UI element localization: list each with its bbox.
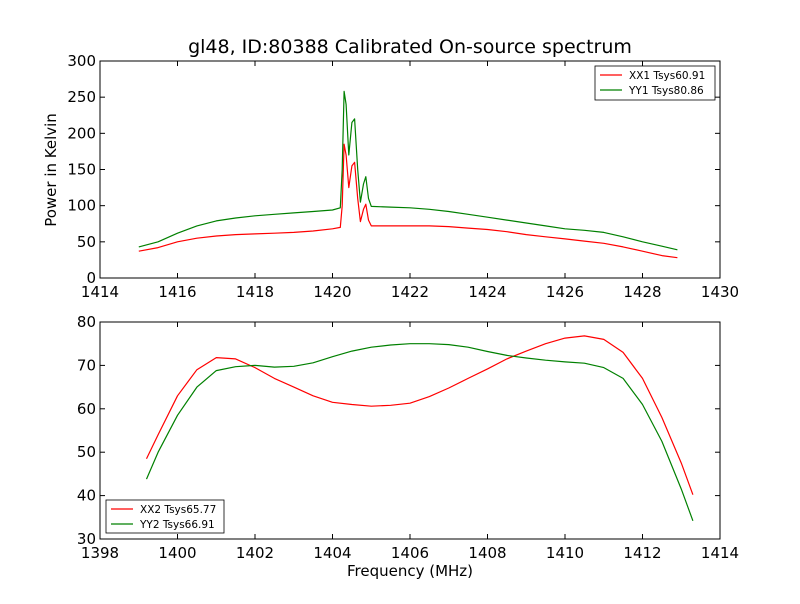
bottom-y-tick-label: 80 (77, 313, 96, 331)
top-plot-frame (99, 60, 721, 279)
top-legend-box (594, 65, 716, 101)
bottom-axis-ticks: 1398 1400 1402 1404 1406 1408 1410 1412 1414 30 40… (77, 313, 739, 562)
legend-label-xx1: XX1 Tsys60.91 (629, 70, 705, 82)
bottom-y-tick-label: 40 (77, 487, 96, 505)
top-x-tick-label: 1428 (623, 283, 661, 301)
top-axis-ticks: 1414 1416 1418 1420 1422 1424 1426 1428 1430 0 50 1… (67, 52, 739, 301)
bottom-series-lines (145, 335, 694, 522)
top-x-tick-label: 1414 (81, 283, 119, 301)
bottom-x-tick-label: 1410 (546, 544, 584, 562)
bottom-y-tick-label: 50 (77, 443, 96, 461)
bottom-plot-frame (99, 321, 721, 540)
chart-title: gl48, ID:80388 Calibrated On-source spec… (188, 36, 632, 58)
top-panel: 1414 1416 1418 1420 1422 1424 1426 1428 1430 0 50 1… (42, 52, 739, 301)
top-y-axis-label: Power in Kelvin (42, 113, 60, 227)
top-x-tick-label: 1420 (313, 283, 351, 301)
top-y-tick-label: 200 (67, 124, 96, 142)
bottom-legend: XX2 Tsys65.77 YY2 Tsys66.91 (105, 499, 225, 534)
top-x-tick-label: 1430 (701, 283, 739, 301)
bottom-y-tick-label: 60 (77, 400, 96, 418)
bottom-x-tick-label: 1398 (81, 544, 119, 562)
top-x-tick-label: 1416 (158, 283, 196, 301)
top-x-tick-label: 1426 (546, 283, 584, 301)
bottom-x-tick-label: 1414 (701, 544, 739, 562)
top-series-lines (138, 90, 678, 259)
bottom-x-tick-label: 1408 (468, 544, 506, 562)
bottom-x-tick-label: 1406 (391, 544, 429, 562)
bottom-panel: 1398 1400 1402 1404 1406 1408 1410 1412 1414 30 40… (77, 313, 739, 580)
bottom-y-tick-label: 30 (77, 530, 96, 548)
top-y-tick-label: 250 (67, 88, 96, 106)
legend-label-xx2: XX2 Tsys65.77 (140, 504, 216, 516)
bottom-x-tick-label: 1400 (158, 544, 196, 562)
top-x-tick-label: 1424 (468, 283, 506, 301)
legend-label-yy2: YY2 Tsys66.91 (139, 519, 215, 531)
bottom-x-tick-label: 1412 (623, 544, 661, 562)
top-legend: XX1 Tsys60.91 YY1 Tsys80.86 (594, 65, 716, 101)
top-x-tick-label: 1422 (391, 283, 429, 301)
top-y-tick-label: 50 (77, 233, 96, 251)
top-y-tick-label: 0 (86, 269, 96, 287)
top-series-line-xx (138, 143, 678, 259)
bottom-x-tick-label: 1404 (313, 544, 351, 562)
legend-label-yy1: YY1 Tsys80.86 (628, 85, 704, 97)
bottom-x-axis-label: Frequency (MHz) (347, 562, 473, 580)
top-y-tick-label: 100 (67, 197, 96, 215)
top-series-line-yy (138, 90, 678, 251)
top-y-tick-label: 300 (67, 52, 96, 70)
bottom-y-tick-label: 70 (77, 356, 96, 374)
top-x-tick-label: 1418 (236, 283, 274, 301)
bottom-series-line-yy (145, 343, 694, 522)
bottom-series-line-xx (145, 335, 694, 495)
bottom-legend-box (105, 499, 225, 534)
bottom-x-tick-label: 1402 (236, 544, 274, 562)
top-y-tick-label: 150 (67, 161, 96, 179)
